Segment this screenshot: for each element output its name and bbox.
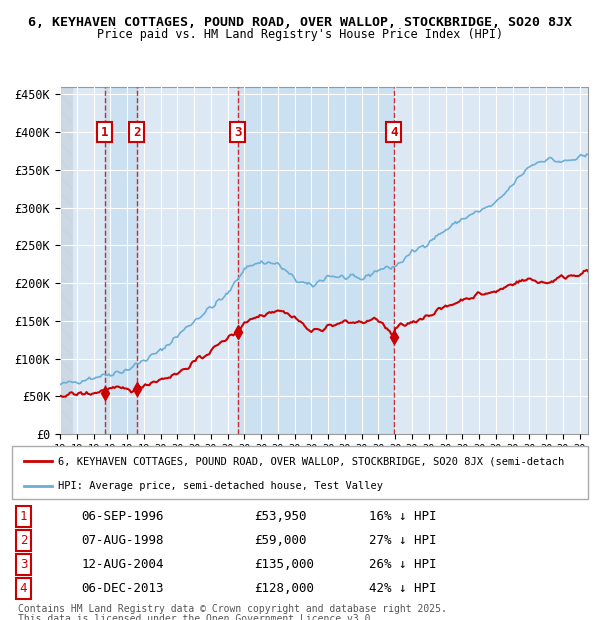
- Text: 3: 3: [20, 558, 27, 571]
- Text: 06-DEC-2013: 06-DEC-2013: [81, 582, 164, 595]
- Text: 6, KEYHAVEN COTTAGES, POUND ROAD, OVER WALLOP, STOCKBRIDGE, SO20 8JX: 6, KEYHAVEN COTTAGES, POUND ROAD, OVER W…: [28, 16, 572, 29]
- Text: 16% ↓ HPI: 16% ↓ HPI: [369, 510, 437, 523]
- Text: 4: 4: [390, 126, 398, 139]
- Text: £53,950: £53,950: [254, 510, 307, 523]
- Text: 1: 1: [101, 126, 109, 139]
- Text: Contains HM Land Registry data © Crown copyright and database right 2025.: Contains HM Land Registry data © Crown c…: [18, 604, 447, 614]
- Text: 6, KEYHAVEN COTTAGES, POUND ROAD, OVER WALLOP, STOCKBRIDGE, SO20 8JX (semi-detac: 6, KEYHAVEN COTTAGES, POUND ROAD, OVER W…: [58, 456, 565, 466]
- FancyBboxPatch shape: [12, 446, 588, 499]
- Text: 06-SEP-1996: 06-SEP-1996: [81, 510, 164, 523]
- Text: £128,000: £128,000: [254, 582, 314, 595]
- Text: 26% ↓ HPI: 26% ↓ HPI: [369, 558, 437, 571]
- Text: Price paid vs. HM Land Registry's House Price Index (HPI): Price paid vs. HM Land Registry's House …: [97, 28, 503, 41]
- Text: This data is licensed under the Open Government Licence v3.0.: This data is licensed under the Open Gov…: [18, 614, 376, 620]
- Text: 42% ↓ HPI: 42% ↓ HPI: [369, 582, 437, 595]
- Text: HPI: Average price, semi-detached house, Test Valley: HPI: Average price, semi-detached house,…: [58, 481, 383, 491]
- Text: 3: 3: [234, 126, 241, 139]
- Text: £135,000: £135,000: [254, 558, 314, 571]
- Text: 27% ↓ HPI: 27% ↓ HPI: [369, 534, 437, 547]
- Text: 2: 2: [20, 534, 27, 547]
- Bar: [105, 87, 137, 434]
- Text: £59,000: £59,000: [254, 534, 307, 547]
- Text: 2: 2: [133, 126, 140, 139]
- Bar: [238, 87, 394, 434]
- Text: 4: 4: [20, 582, 27, 595]
- Text: 07-AUG-1998: 07-AUG-1998: [81, 534, 164, 547]
- Text: 1: 1: [20, 510, 27, 523]
- Text: 12-AUG-2004: 12-AUG-2004: [81, 558, 164, 571]
